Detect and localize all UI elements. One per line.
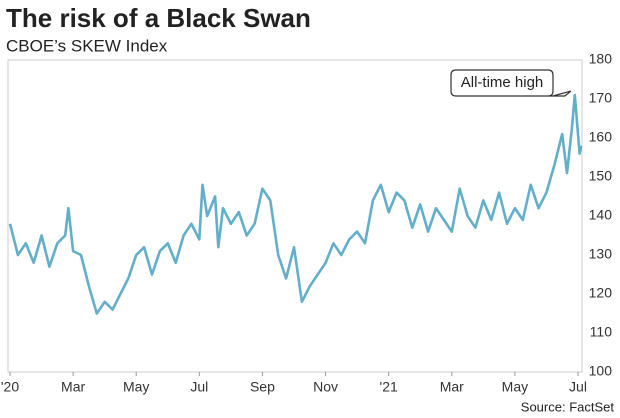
y-tick-label: 140 xyxy=(589,207,613,223)
line xyxy=(8,93,583,315)
x-tick-label: Sep xyxy=(250,379,275,395)
y-tick-label: 110 xyxy=(590,324,613,340)
chart-title: The risk of a Black Swan xyxy=(6,3,311,33)
x-tick-label: Mar xyxy=(440,379,464,395)
x-tick-label: Mar xyxy=(61,379,85,395)
y-tick-label: 160 xyxy=(589,129,613,145)
y-tick-label: 100 xyxy=(589,363,613,379)
chart-subtitle: CBOE’s SKEW Index xyxy=(6,36,168,55)
annotation: All-time high xyxy=(461,74,544,91)
x-tick-label: '21 xyxy=(380,379,398,395)
callout-box xyxy=(450,69,572,97)
plot-frame xyxy=(7,59,583,373)
y-tick-label: 180 xyxy=(589,51,613,67)
x-tick-label: May xyxy=(123,379,149,395)
x-tick-label: '20 xyxy=(1,379,19,395)
y-tick-label: 120 xyxy=(589,285,613,301)
source: Source: FactSet xyxy=(521,399,615,414)
y-tick-label: 170 xyxy=(589,90,613,106)
x-tick-label: Nov xyxy=(313,379,338,395)
x-tick-label: May xyxy=(502,379,528,395)
y-tick-label: 130 xyxy=(589,246,613,262)
x-tick-label: Jul xyxy=(569,379,587,395)
y-tick-label: 150 xyxy=(589,168,613,184)
x-tick-label: Jul xyxy=(190,379,208,395)
